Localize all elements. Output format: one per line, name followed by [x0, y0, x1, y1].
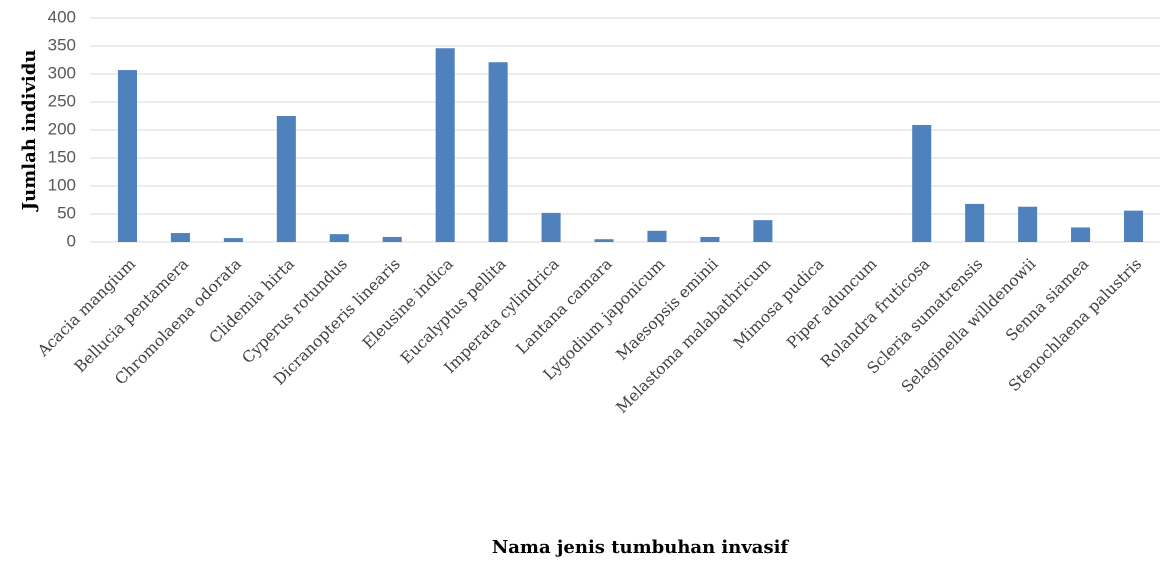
bar: [1018, 206, 1038, 242]
y-tick-label: 400: [48, 7, 76, 26]
bar: [594, 239, 614, 242]
bar: [541, 212, 561, 242]
x-tick-label: Maesopsis eminii: [613, 255, 722, 364]
y-tick-label: 350: [48, 35, 76, 54]
bar: [965, 203, 985, 242]
y-tick-label: 200: [48, 119, 76, 138]
bar: [700, 236, 720, 242]
y-tick-label: 150: [48, 147, 76, 166]
bar: [223, 238, 243, 242]
bar: [647, 230, 667, 242]
bar: [488, 62, 508, 242]
x-tick-label: Eleusine indica: [359, 255, 457, 353]
bar: [170, 233, 190, 242]
bar: [912, 124, 932, 242]
bar: [1071, 227, 1091, 242]
bar: [329, 234, 349, 242]
bar: [753, 220, 773, 242]
y-tick-label: 300: [48, 63, 76, 82]
x-tick-label: Lantana camara: [513, 255, 616, 358]
y-tick-label: 0: [67, 231, 76, 250]
bar: [1123, 210, 1144, 242]
bar: [276, 116, 296, 242]
y-axis-title: Jumlah individu: [19, 50, 40, 213]
y-tick-label: 50: [57, 203, 76, 222]
bar: [117, 70, 138, 242]
bar: [435, 48, 455, 242]
x-axis-title: Nama jenis tumbuhan invasif: [492, 537, 790, 558]
x-tick-label: Mimosa pudica: [730, 255, 827, 352]
x-tick-label: Acacia mangium: [33, 255, 139, 361]
bar: [382, 236, 402, 242]
x-tick-label: Piper aduncum: [783, 255, 880, 352]
y-tick-label: 250: [48, 91, 76, 110]
y-tick-label: 100: [48, 175, 76, 194]
